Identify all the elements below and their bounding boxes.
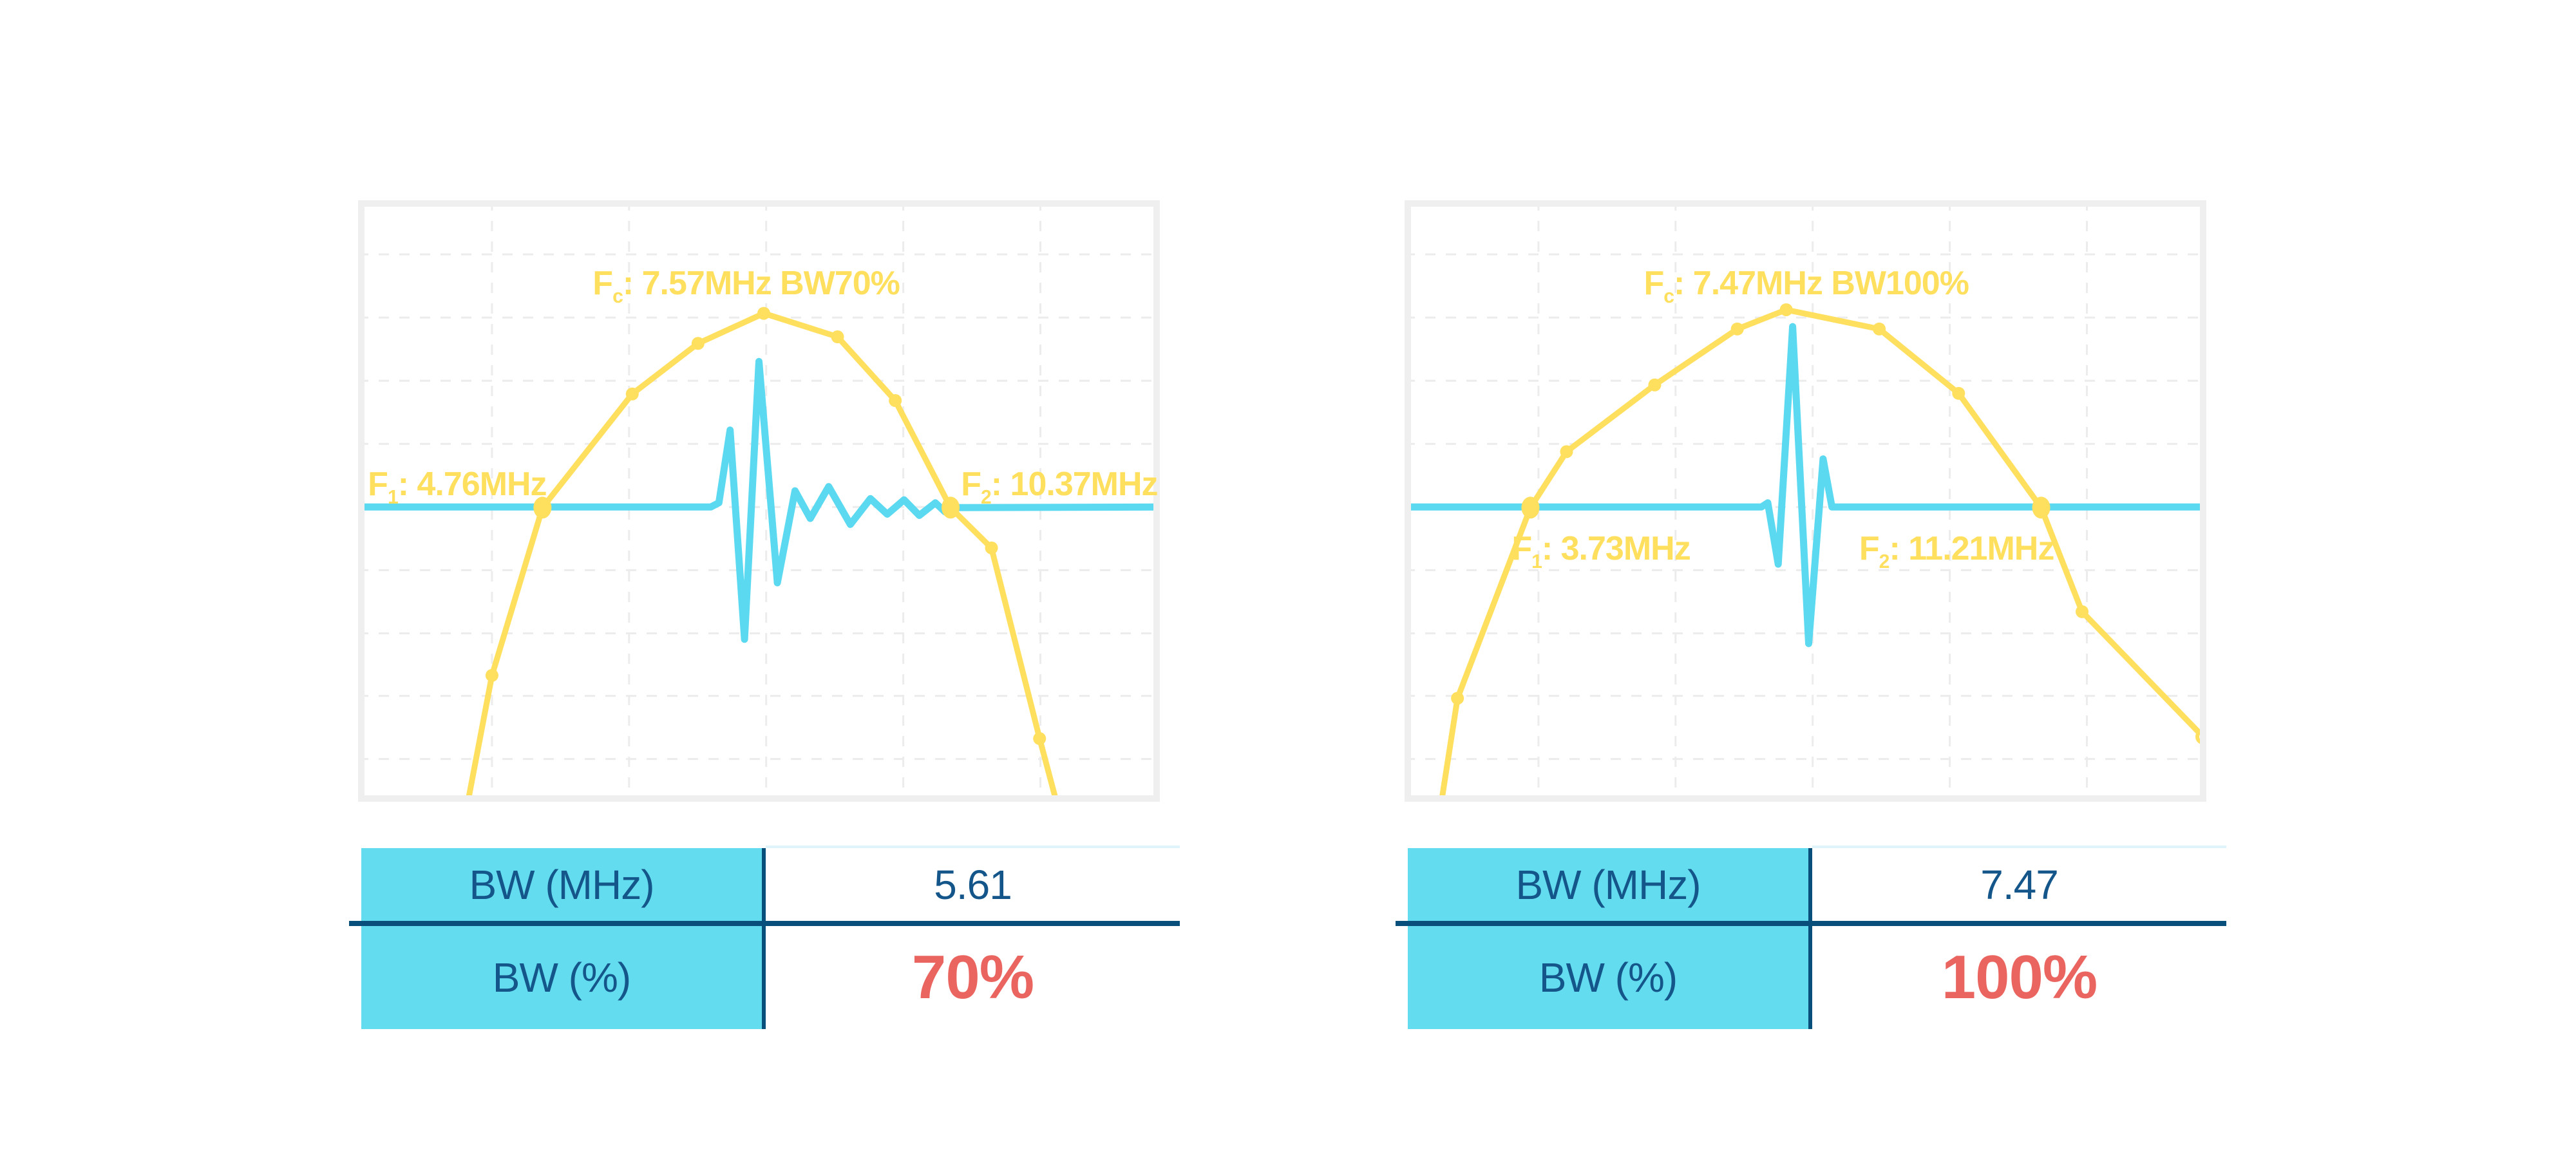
f1-text: : 4.76MHz: [397, 466, 547, 504]
table-column-divider: [1808, 848, 1812, 1029]
chart-left: Fc: 7.57MHz BW70% F1: 4.76MHz F2: 10.37M…: [358, 200, 1160, 802]
f1-annotation-left: F1: 4.76MHz: [368, 466, 547, 509]
f2-text: : 11.21MHz: [1889, 530, 2054, 568]
fc-text: : 7.47MHz BW100%: [1674, 264, 1969, 302]
f2-prefix: F: [961, 466, 981, 504]
chart-right: Fc: 7.47MHz BW100% F1: 3.73MHz F2: 11.21…: [1405, 200, 2206, 802]
fc-text: : 7.57MHz BW70%: [622, 265, 900, 303]
f1-annotation-right: F1: 3.73MHz: [1511, 532, 1690, 572]
fc-annotation-right: Fc: 7.47MHz BW100%: [1644, 267, 1969, 307]
spectrum-pulse-plot-left: [358, 200, 1160, 802]
table-top-border: [766, 846, 1180, 848]
f1-subscript: 1: [387, 487, 399, 509]
bw-pct-label: BW (%): [1539, 954, 1678, 1001]
f2-prefix: F: [1859, 530, 1880, 568]
f1-subscript: 1: [1531, 551, 1542, 573]
bw-pct-value: 100%: [1941, 943, 2098, 1012]
table-top-border: [1812, 846, 2226, 848]
fc-subscript: c: [1663, 285, 1674, 307]
fc-prefix: F: [592, 265, 613, 303]
table-header-column: [1408, 848, 1808, 1029]
fc-annotation-left: Fc: 7.57MHz BW70%: [592, 267, 900, 307]
bw-pct-label: BW (%): [492, 954, 631, 1001]
bw-pct-value: 70%: [911, 943, 1034, 1012]
table-column-divider: [762, 848, 766, 1029]
fc-subscript: c: [612, 286, 623, 308]
table-header-column: [361, 848, 762, 1029]
bw-mhz-label: BW (MHz): [1515, 861, 1701, 908]
bw-mhz-value: 7.47: [1980, 861, 2059, 908]
f2-subscript: 2: [1879, 551, 1890, 573]
f2-text: : 10.37MHz: [990, 466, 1159, 504]
spectrum-pulse-plot-right: [1405, 200, 2206, 802]
bw-mhz-value: 5.61: [934, 861, 1012, 908]
bw-table-left: BW (MHz) 5.61 BW (%) 70%: [349, 846, 1180, 1030]
f1-prefix: F: [1511, 530, 1532, 568]
f1-text: : 3.73MHz: [1541, 530, 1691, 568]
f2-annotation-left: F2: 10.37MHz: [961, 466, 1159, 509]
f2-annotation-right: F2: 11.21MHz: [1859, 532, 2054, 572]
f2-subscript: 2: [981, 487, 992, 509]
bw-mhz-label: BW (MHz): [469, 861, 654, 908]
f1-prefix: F: [368, 466, 388, 504]
fc-prefix: F: [1643, 264, 1665, 302]
bw-table-right: BW (MHz) 7.47 BW (%) 100%: [1396, 846, 2226, 1030]
